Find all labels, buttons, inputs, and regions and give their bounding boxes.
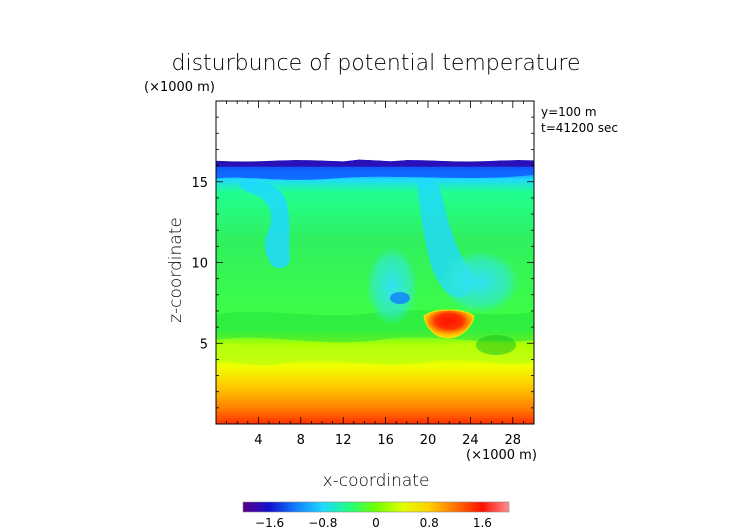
- colorbar: [242, 501, 510, 513]
- left-cold-plume: [240, 180, 290, 268]
- y-tick-label: 10: [191, 257, 208, 272]
- colorbar-ticks: −1.6 −0.8 0 0.8 1.6: [255, 516, 492, 530]
- x-axis-label: x-coordinate: [323, 471, 430, 491]
- y-axis-label: z-coordinate: [166, 217, 186, 323]
- chart-title: disturbunce of potential temperature: [172, 51, 581, 76]
- x-unit-label: (×1000 m): [466, 448, 537, 463]
- cold-core: [390, 292, 410, 304]
- cold-top-layer: [216, 159, 534, 169]
- x-tick-label: 4: [254, 433, 262, 448]
- colorbar-tick-label: −0.8: [308, 516, 337, 530]
- lower-cold-region: [366, 246, 418, 326]
- colorbar-tick-label: 0.8: [420, 516, 439, 530]
- x-tick-label: 16: [377, 433, 394, 448]
- x-tick-label: 28: [505, 433, 522, 448]
- axes: 4 8 12 16 20 24 28 5 10 15: [191, 100, 535, 448]
- x-tick-label: 8: [297, 433, 305, 448]
- x-tick-label: 24: [462, 433, 479, 448]
- colorbar-tick-label: −1.6: [255, 516, 284, 530]
- empty-region: [216, 101, 534, 162]
- cold-top-layer-inner: [216, 166, 534, 180]
- colorbar-tick-label: 1.6: [473, 516, 492, 530]
- heatmap-field: [216, 101, 534, 424]
- y-tick-label: 5: [200, 337, 208, 352]
- annotation-y: y=100 m: [541, 105, 597, 119]
- green-yellow-interface: [216, 342, 534, 366]
- colorbar-tick-label: 0: [372, 516, 380, 530]
- z-unit-label: (×1000 m): [144, 80, 215, 95]
- annotation-t: t=41200 sec: [541, 121, 618, 135]
- x-tick-label: 20: [420, 433, 437, 448]
- right-cold-region: [440, 250, 520, 314]
- x-tick-label: 12: [335, 433, 352, 448]
- lower-right-green: [476, 335, 516, 355]
- warm-cell: [423, 309, 475, 339]
- y-tick-label: 15: [191, 176, 208, 191]
